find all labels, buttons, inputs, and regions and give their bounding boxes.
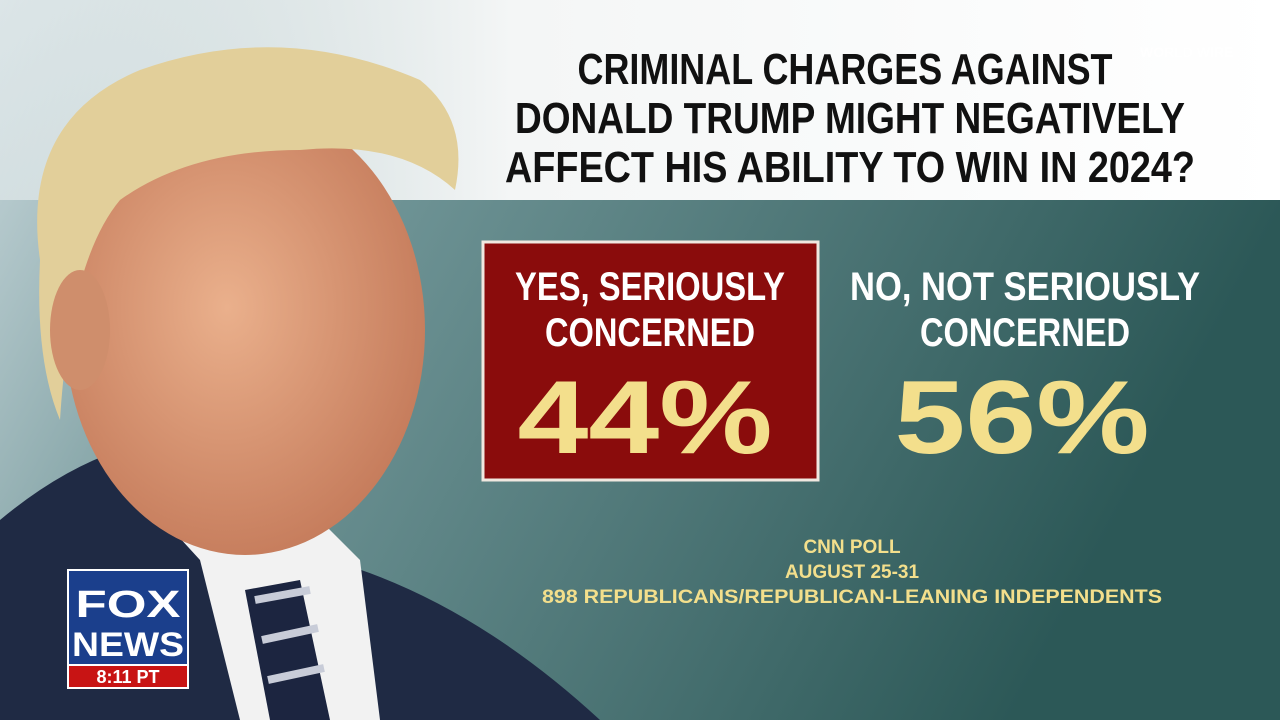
title-line: AFFECT HIS ABILITY TO WIN IN 2024? bbox=[505, 143, 1195, 192]
source: CNN POLL AUGUST 25-31 898 REPUBLICANS/RE… bbox=[542, 537, 1162, 608]
portrait bbox=[0, 47, 600, 720]
option-label: CONCERNED bbox=[920, 311, 1130, 355]
title: CRIMINAL CHARGES AGAINST DONALD TRUMP MI… bbox=[505, 45, 1195, 192]
logo-text: NEWS bbox=[72, 626, 184, 664]
source-line: AUGUST 25-31 bbox=[785, 562, 920, 583]
logo-time: 8:11 PT bbox=[96, 667, 159, 687]
logo-text: FOX bbox=[76, 584, 182, 626]
option-label: CONCERNED bbox=[545, 311, 755, 355]
option-label: NO, NOT SERIOUSLY bbox=[850, 265, 1200, 309]
option-label: YES, SERIOUSLY bbox=[515, 265, 785, 309]
title-line: DONALD TRUMP MIGHT NEGATIVELY bbox=[515, 94, 1185, 143]
watermark: WORLD WIRE bbox=[1140, 44, 1233, 60]
title-line: CRIMINAL CHARGES AGAINST bbox=[578, 45, 1113, 94]
source-line: CNN POLL bbox=[803, 537, 901, 558]
option-percent: 56% bbox=[895, 360, 1150, 476]
network-logo: FOX NEWS 8:11 PT bbox=[67, 569, 189, 689]
source-line: 898 REPUBLICANS/REPUBLICAN-LEANING INDEP… bbox=[542, 587, 1162, 608]
yes-box bbox=[481, 240, 820, 482]
option-percent: 44% bbox=[518, 360, 773, 476]
